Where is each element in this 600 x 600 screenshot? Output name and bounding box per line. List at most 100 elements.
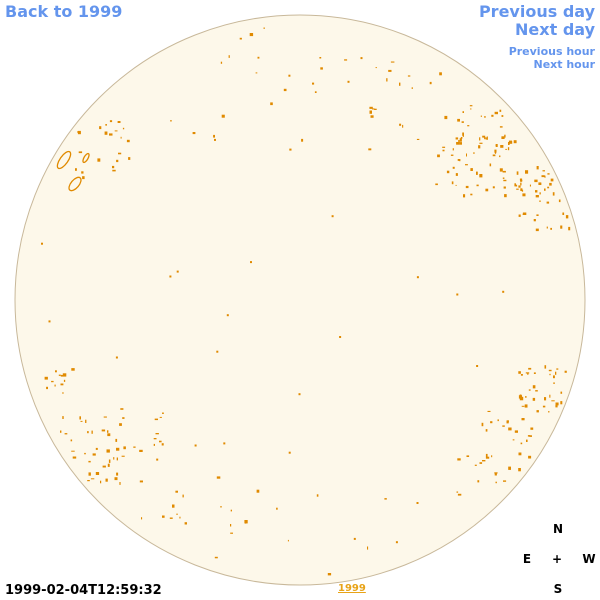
contour-speck [470, 193, 473, 196]
contour-speck [555, 371, 557, 375]
contour-speck [46, 386, 48, 390]
contour-speck [466, 153, 467, 157]
contour-speck [446, 170, 450, 174]
contour-speck [141, 517, 143, 520]
contour-speck [156, 458, 159, 461]
contour-speck [457, 458, 461, 461]
contour-speck [504, 194, 507, 198]
contour-speck [99, 126, 102, 130]
contour-speck [375, 67, 377, 69]
contour-speck [530, 427, 534, 430]
contour-speck [439, 72, 442, 76]
year-link[interactable]: 1999 [338, 583, 366, 594]
contour-speck [109, 133, 113, 136]
contour-speck [416, 502, 419, 504]
previous-hour-link[interactable]: Previous hour [508, 45, 595, 58]
contour-speck [528, 455, 532, 459]
contour-speck [80, 420, 83, 422]
contour-speck [528, 367, 532, 370]
contour-speck [239, 37, 242, 40]
contour-speck [460, 137, 463, 139]
contour-speck [481, 422, 484, 427]
back-to-year-link[interactable]: Back to 1999 [5, 2, 123, 21]
contour-speck [565, 215, 569, 219]
contour-speck [536, 214, 539, 216]
contour-speck [276, 507, 278, 510]
contour-speck [288, 451, 291, 454]
contour-speck [553, 382, 555, 384]
contour-speck [485, 188, 489, 192]
contour-speck [499, 168, 503, 172]
contour-speck [87, 480, 90, 482]
contour-speck [399, 82, 401, 86]
contour-speck [314, 91, 317, 93]
contour-speck [486, 136, 488, 140]
contour-speck [518, 185, 521, 188]
contour-speck [535, 390, 538, 392]
contour-speck [529, 435, 532, 437]
contour-speck [509, 141, 513, 144]
contour-speck [119, 423, 122, 426]
contour-speck [347, 80, 350, 83]
contour-speck [560, 391, 563, 394]
contour-speck [568, 226, 571, 231]
contour-speck [263, 27, 265, 29]
contour-speck [388, 69, 392, 72]
contour-speck [520, 442, 523, 445]
contour-speck [113, 457, 115, 460]
contour-speck [105, 124, 107, 126]
contour-speck [82, 176, 85, 180]
contour-speck [485, 429, 488, 432]
contour-speck [244, 520, 248, 524]
contour-speck [473, 152, 475, 154]
contour-speck [114, 130, 118, 132]
contour-speck [504, 134, 506, 138]
contour-speck [450, 154, 454, 156]
contour-speck [524, 404, 528, 408]
contour-speck [553, 375, 555, 379]
contour-speck [407, 75, 411, 77]
contour-speck [515, 184, 518, 187]
contour-speck [319, 57, 322, 59]
contour-speck [60, 430, 62, 433]
contour-speck [546, 226, 548, 229]
contour-speck [298, 393, 301, 396]
previous-day-link[interactable]: Previous day [478, 2, 595, 21]
contour-speck [513, 140, 517, 144]
contour-speck [522, 212, 527, 215]
contour-speck [455, 184, 457, 186]
contour-speck [58, 374, 61, 376]
contour-speck [501, 136, 505, 139]
contour-speck [491, 455, 493, 458]
contour-speck [270, 102, 273, 106]
contour-speck [106, 449, 110, 453]
contour-loop [82, 152, 90, 164]
contour-speck [455, 173, 458, 176]
solar-disk [14, 14, 586, 586]
contour-speck [542, 170, 545, 172]
contour-speck [161, 443, 164, 446]
contour-speck [519, 396, 524, 401]
contour-speck [521, 405, 525, 407]
contour-speck [455, 137, 459, 140]
contour-speck [518, 214, 521, 217]
contour-speck [479, 137, 481, 141]
contour-speck [216, 476, 221, 479]
contour-speck [339, 336, 342, 338]
contour-speck [484, 116, 486, 118]
contour-speck [520, 374, 523, 376]
contour-speck [116, 472, 119, 476]
contour-speck [384, 498, 387, 500]
contour-speck [456, 142, 460, 145]
contour-speck [502, 170, 506, 173]
contour-speck [502, 177, 505, 179]
contour-speck [550, 227, 552, 230]
contour-speck [71, 368, 75, 371]
next-day-link[interactable]: Next day [515, 20, 595, 39]
contour-speck [548, 411, 550, 413]
contour-speck [416, 138, 420, 140]
contour-loop [68, 176, 82, 192]
next-hour-link[interactable]: Next hour [533, 58, 596, 71]
contour-speck [549, 394, 551, 398]
contour-speck [542, 405, 546, 408]
